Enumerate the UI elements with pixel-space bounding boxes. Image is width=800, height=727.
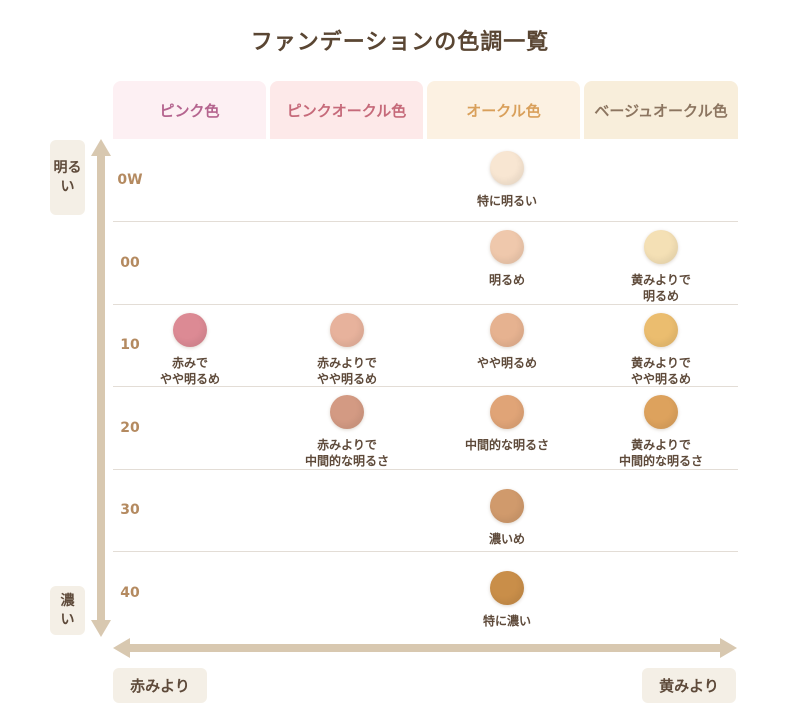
column-header-label: ベージュオークル色 <box>594 101 728 120</box>
shade-label: 中間的な明るさ <box>464 438 549 452</box>
row-label-40: 40 <box>120 585 140 601</box>
shade-label: 赤みよりで 中間的な明るさ <box>304 438 389 468</box>
row-divider <box>113 551 738 552</box>
shade-swatch <box>490 313 524 347</box>
shade-swatch <box>490 571 524 605</box>
shade-swatch <box>490 395 524 429</box>
row-divider <box>113 469 738 470</box>
page-title: ファンデーションの色調一覧 <box>250 30 550 55</box>
vertical-axis-arrow <box>91 139 111 637</box>
column-header-beige-ochre: ベージュオークル色 <box>584 81 738 139</box>
shade-label: 黄みよりで 明るめ <box>631 273 691 303</box>
shade-label: 濃いめ <box>488 532 525 546</box>
shade-label: 黄みよりで 中間的な明るさ <box>618 438 703 468</box>
shade-swatch <box>644 395 678 429</box>
shade-swatch <box>490 230 524 264</box>
row-label-00: 00 <box>120 255 140 271</box>
shade-label: やや明るめ <box>476 356 537 370</box>
shade-label: 黄みよりで やや明るめ <box>630 356 691 386</box>
row-divider <box>113 386 738 387</box>
column-header-ochre: オークル色 <box>427 81 580 139</box>
shade-swatch <box>330 395 364 429</box>
shade-label: 赤みよりで やや明るめ <box>316 356 377 386</box>
column-header-pink-ochre: ピンクオークル色 <box>270 81 423 139</box>
column-header-pink: ピンク色 <box>113 81 266 139</box>
shade-swatch <box>644 313 678 347</box>
shade-swatch <box>173 313 207 347</box>
row-label-20: 20 <box>120 420 140 436</box>
row-label-30: 30 <box>120 502 140 518</box>
row-divider <box>113 304 738 305</box>
row-divider <box>113 221 738 222</box>
row-label-0w: 0W <box>117 172 143 188</box>
axis-label-yellowish: 黄みより <box>642 668 736 703</box>
axis-label-dark: 濃 い <box>50 586 85 635</box>
shade-label: 明るめ <box>488 273 525 287</box>
shade-label: 特に明るい <box>476 194 537 208</box>
horizontal-axis-arrow <box>113 638 737 658</box>
axis-label-reddish: 赤みより <box>113 668 207 703</box>
shade-swatch <box>490 489 524 523</box>
shade-label: 特に濃い <box>482 614 531 628</box>
column-header-label: オークル色 <box>466 101 541 120</box>
shade-label: 赤みで やや明るめ <box>159 356 220 386</box>
shade-swatch <box>490 151 524 185</box>
shade-swatch <box>330 313 364 347</box>
column-header-label: ピンクオークル色 <box>286 101 407 120</box>
axis-label-light: 明る い <box>50 140 85 215</box>
shade-swatch <box>644 230 678 264</box>
column-header-label: ピンク色 <box>159 101 220 120</box>
row-label-10: 10 <box>120 337 140 353</box>
